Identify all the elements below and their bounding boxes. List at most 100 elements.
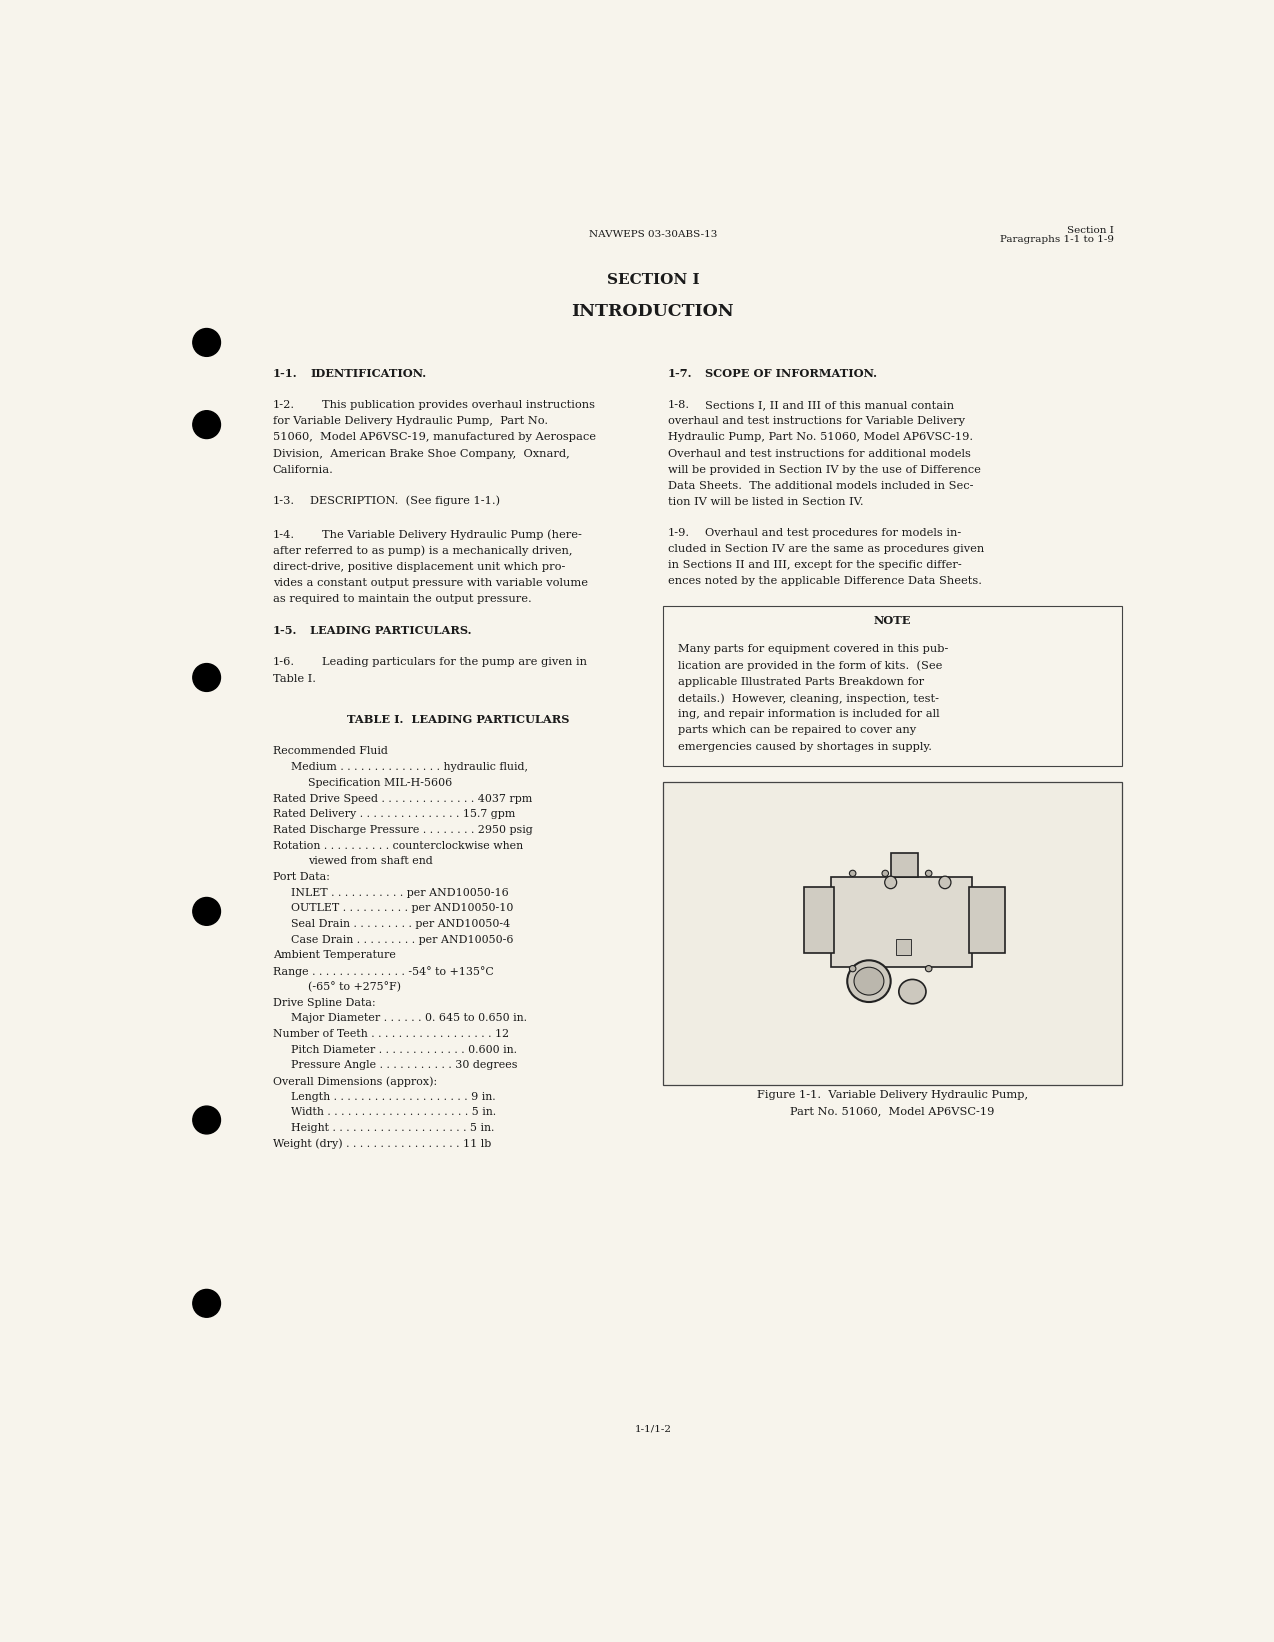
Text: 1-6.: 1-6.: [273, 657, 294, 667]
Text: 1-8.: 1-8.: [668, 401, 689, 410]
Text: overhaul and test instructions for Variable Delivery: overhaul and test instructions for Varia…: [668, 417, 964, 427]
Ellipse shape: [192, 898, 220, 926]
Text: NOTE: NOTE: [874, 616, 911, 626]
Text: DESCRIPTION.  (See figure 1-1.): DESCRIPTION. (See figure 1-1.): [311, 496, 501, 506]
Text: Height . . . . . . . . . . . . . . . . . . . . 5 in.: Height . . . . . . . . . . . . . . . . .…: [290, 1123, 494, 1133]
Ellipse shape: [192, 1289, 220, 1317]
Text: Rated Delivery . . . . . . . . . . . . . . . 15.7 gpm: Rated Delivery . . . . . . . . . . . . .…: [273, 810, 515, 819]
Text: Many parts for equipment covered in this pub-: Many parts for equipment covered in this…: [678, 644, 948, 655]
Bar: [896, 939, 911, 954]
Text: IDENTIFICATION.: IDENTIFICATION.: [311, 368, 427, 379]
Text: Specification MIL-H-5606: Specification MIL-H-5606: [308, 778, 452, 788]
Ellipse shape: [192, 328, 220, 356]
Text: 1-5.: 1-5.: [273, 626, 297, 635]
Text: details.)  However, cleaning, inspection, test-: details.) However, cleaning, inspection,…: [678, 693, 939, 703]
Text: lication are provided in the form of kits.  (See: lication are provided in the form of kit…: [678, 660, 941, 672]
Text: Width . . . . . . . . . . . . . . . . . . . . . 5 in.: Width . . . . . . . . . . . . . . . . . …: [290, 1107, 496, 1118]
Text: Medium . . . . . . . . . . . . . . . hydraulic fluid,: Medium . . . . . . . . . . . . . . . hyd…: [290, 762, 527, 772]
Ellipse shape: [882, 870, 888, 877]
Text: Data Sheets.  The additional models included in Sec-: Data Sheets. The additional models inclu…: [668, 481, 973, 491]
Text: 1-3.: 1-3.: [273, 496, 294, 506]
Text: 1-1.: 1-1.: [273, 368, 297, 379]
Bar: [970, 887, 1005, 954]
Text: after referred to as pump) is a mechanically driven,: after referred to as pump) is a mechanic…: [273, 545, 572, 557]
Text: Ambient Temperature: Ambient Temperature: [273, 951, 396, 961]
Text: applicable Illustrated Parts Breakdown for: applicable Illustrated Parts Breakdown f…: [678, 677, 924, 686]
Text: Overhaul and test instructions for additional models: Overhaul and test instructions for addit…: [668, 448, 971, 458]
Text: This publication provides overhaul instructions: This publication provides overhaul instr…: [322, 401, 595, 410]
Ellipse shape: [192, 410, 220, 438]
Ellipse shape: [192, 663, 220, 691]
Text: Pressure Angle . . . . . . . . . . . 30 degrees: Pressure Angle . . . . . . . . . . . 30 …: [290, 1061, 517, 1071]
Ellipse shape: [899, 979, 926, 1003]
Text: Section I: Section I: [1068, 227, 1113, 235]
Text: 1-1/1-2: 1-1/1-2: [634, 1425, 671, 1433]
Text: Port Data:: Port Data:: [273, 872, 330, 882]
Ellipse shape: [850, 870, 856, 877]
Text: ences noted by the applicable Difference Data Sheets.: ences noted by the applicable Difference…: [668, 576, 982, 586]
Text: 1-4.: 1-4.: [273, 530, 294, 540]
Text: cluded in Section IV are the same as procedures given: cluded in Section IV are the same as pro…: [668, 544, 984, 553]
Ellipse shape: [847, 961, 891, 1002]
Text: Table I.: Table I.: [273, 673, 316, 683]
Text: NAVWEPS 03-30ABS-13: NAVWEPS 03-30ABS-13: [589, 230, 717, 240]
Text: Seal Drain . . . . . . . . . per AND10050-4: Seal Drain . . . . . . . . . per AND1005…: [290, 920, 510, 929]
Text: Major Diameter . . . . . . 0. 645 to 0.650 in.: Major Diameter . . . . . . 0. 645 to 0.6…: [290, 1013, 526, 1023]
Text: Part No. 51060,  Model AP6VSC-19: Part No. 51060, Model AP6VSC-19: [790, 1107, 995, 1117]
Bar: [662, 782, 1122, 1085]
Text: Rated Drive Speed . . . . . . . . . . . . . . 4037 rpm: Rated Drive Speed . . . . . . . . . . . …: [273, 793, 533, 803]
Text: Overall Dimensions (approx):: Overall Dimensions (approx):: [273, 1076, 437, 1087]
Text: Range . . . . . . . . . . . . . . -54° to +135°C: Range . . . . . . . . . . . . . . -54° t…: [273, 965, 493, 977]
Ellipse shape: [925, 870, 933, 877]
Bar: [831, 877, 972, 967]
Text: Number of Teeth . . . . . . . . . . . . . . . . . . 12: Number of Teeth . . . . . . . . . . . . …: [273, 1030, 508, 1039]
Text: vides a constant output pressure with variable volume: vides a constant output pressure with va…: [273, 578, 587, 588]
Text: for Variable Delivery Hydraulic Pump,  Part No.: for Variable Delivery Hydraulic Pump, Pa…: [273, 417, 548, 427]
Text: Sections I, II and III of this manual contain: Sections I, II and III of this manual co…: [706, 401, 954, 410]
Text: as required to maintain the output pressure.: as required to maintain the output press…: [273, 594, 531, 604]
Text: (-65° to +275°F): (-65° to +275°F): [308, 982, 401, 992]
Text: California.: California.: [273, 465, 334, 475]
Bar: [891, 852, 917, 877]
Text: emergencies caused by shortages in supply.: emergencies caused by shortages in suppl…: [678, 742, 931, 752]
Text: Overhaul and test procedures for models in-: Overhaul and test procedures for models …: [706, 529, 962, 539]
Text: OUTLET . . . . . . . . . . per AND10050-10: OUTLET . . . . . . . . . . per AND10050-…: [290, 903, 513, 913]
Ellipse shape: [854, 967, 884, 995]
Text: INTRODUCTION: INTRODUCTION: [572, 304, 734, 320]
Ellipse shape: [925, 965, 933, 972]
Text: in Sections II and III, except for the specific differ-: in Sections II and III, except for the s…: [668, 560, 962, 570]
Ellipse shape: [850, 965, 856, 972]
Ellipse shape: [939, 877, 950, 888]
Text: 1-7.: 1-7.: [668, 368, 692, 379]
Text: will be provided in Section IV by the use of Difference: will be provided in Section IV by the us…: [668, 465, 981, 475]
Text: Rated Discharge Pressure . . . . . . . . 2950 psig: Rated Discharge Pressure . . . . . . . .…: [273, 824, 533, 834]
Text: Pitch Diameter . . . . . . . . . . . . . 0.600 in.: Pitch Diameter . . . . . . . . . . . . .…: [290, 1044, 516, 1054]
Text: 1-9.: 1-9.: [668, 529, 689, 539]
Text: INLET . . . . . . . . . . . per AND10050-16: INLET . . . . . . . . . . . per AND10050…: [290, 888, 508, 898]
Text: Figure 1-1.  Variable Delivery Hydraulic Pump,: Figure 1-1. Variable Delivery Hydraulic …: [757, 1090, 1028, 1100]
Text: Length . . . . . . . . . . . . . . . . . . . . 9 in.: Length . . . . . . . . . . . . . . . . .…: [290, 1092, 496, 1102]
Text: Rotation . . . . . . . . . . counterclockwise when: Rotation . . . . . . . . . . countercloc…: [273, 841, 522, 851]
Text: Drive Spline Data:: Drive Spline Data:: [273, 998, 376, 1008]
Bar: [804, 887, 833, 954]
Text: Recommended Fluid: Recommended Fluid: [273, 747, 387, 757]
Text: 1-2.: 1-2.: [273, 401, 294, 410]
Ellipse shape: [884, 877, 897, 888]
Text: viewed from shaft end: viewed from shaft end: [308, 857, 433, 867]
Ellipse shape: [192, 1107, 220, 1135]
Text: Paragraphs 1-1 to 1-9: Paragraphs 1-1 to 1-9: [1000, 235, 1113, 245]
Text: Weight (dry) . . . . . . . . . . . . . . . . . 11 lb: Weight (dry) . . . . . . . . . . . . . .…: [273, 1140, 490, 1149]
Text: parts which can be repaired to cover any: parts which can be repaired to cover any: [678, 726, 916, 736]
Text: tion IV will be listed in Section IV.: tion IV will be listed in Section IV.: [668, 498, 864, 507]
Text: direct-drive, positive displacement unit which pro-: direct-drive, positive displacement unit…: [273, 562, 566, 571]
Text: 51060,  Model AP6VSC-19, manufactured by Aerospace: 51060, Model AP6VSC-19, manufactured by …: [273, 432, 596, 442]
Bar: [662, 606, 1122, 765]
Text: ing, and repair information is included for all: ing, and repair information is included …: [678, 709, 939, 719]
Text: Leading particulars for the pump are given in: Leading particulars for the pump are giv…: [322, 657, 587, 667]
Text: The Variable Delivery Hydraulic Pump (here-: The Variable Delivery Hydraulic Pump (he…: [322, 530, 582, 540]
Text: Division,  American Brake Shoe Company,  Oxnard,: Division, American Brake Shoe Company, O…: [273, 448, 569, 458]
Text: LEADING PARTICULARS.: LEADING PARTICULARS.: [311, 626, 471, 635]
Text: Case Drain . . . . . . . . . per AND10050-6: Case Drain . . . . . . . . . per AND1005…: [290, 934, 513, 944]
Text: Hydraulic Pump, Part No. 51060, Model AP6VSC-19.: Hydraulic Pump, Part No. 51060, Model AP…: [668, 432, 973, 442]
Text: SECTION I: SECTION I: [606, 273, 699, 287]
